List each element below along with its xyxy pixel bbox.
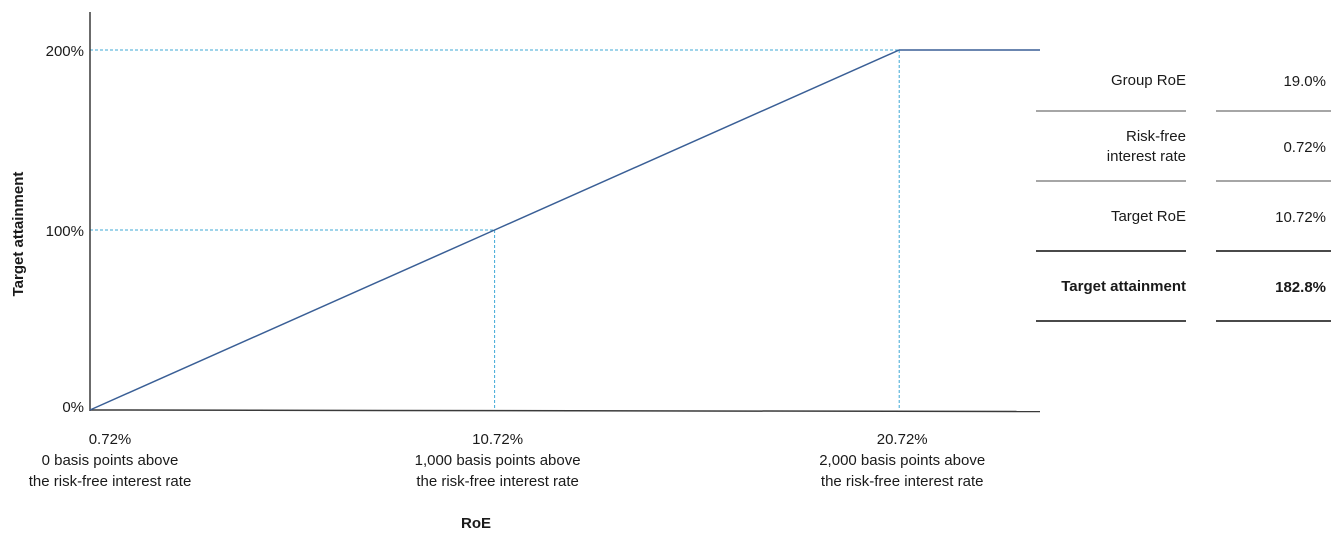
divider	[1036, 250, 1186, 252]
summary-row-target-attainment: Target attainment 182.8%	[1036, 252, 1331, 322]
y-tick-label: 200%	[46, 43, 84, 60]
summary-label: Target RoE	[1110, 208, 1186, 225]
x-tick-label-line: 20.72%	[877, 431, 928, 448]
y-tick-label: 100%	[46, 223, 84, 240]
x-tick-label-line: the risk-free interest rate	[29, 473, 192, 490]
x-axis-line	[89, 409, 1040, 413]
summary-value: 19.0%	[1283, 72, 1326, 90]
summary-label: Risk-free interest rate	[1106, 128, 1186, 165]
summary-label: Group RoE	[1110, 72, 1186, 89]
summary-row-target-roe: Target RoE 10.72%	[1036, 182, 1331, 252]
divider	[1216, 110, 1331, 112]
summary-row-risk-free-rate: Risk-free interest rate 0.72%	[1036, 112, 1331, 182]
summary-value: 182.8%	[1275, 278, 1326, 296]
x-tick-label-line: 2,000 basis points above	[819, 452, 985, 469]
x-tick-label-line: the risk-free interest rate	[821, 473, 984, 490]
y-axis-title: Target attainment	[10, 172, 27, 297]
summary-label: Target attainment	[1061, 278, 1186, 295]
y-tick-label: 0%	[62, 399, 84, 416]
divider	[1216, 180, 1331, 182]
summary-value: 0.72%	[1283, 138, 1326, 156]
x-tick-label-line: 1,000 basis points above	[415, 452, 581, 469]
divider	[1036, 180, 1186, 182]
x-tick-label: 10.72% 1,000 basis points above the risk-f…	[415, 431, 581, 490]
summary-row-group-roe: Group RoE 19.0%	[1036, 50, 1331, 112]
divider	[1216, 320, 1331, 322]
x-tick-label: 0.72% 0 basis points above the risk-free i…	[29, 431, 192, 490]
x-tick-label-line: the risk-free interest rate	[416, 473, 579, 490]
divider	[1036, 320, 1186, 322]
x-tick-label-line: 0.72%	[89, 431, 132, 448]
x-axis-title: RoE	[461, 515, 491, 532]
divider	[1216, 250, 1331, 252]
summary-value: 10.72%	[1275, 208, 1326, 226]
roe-summary-table: Group RoE 19.0% Risk-free interest rate …	[1036, 50, 1331, 322]
series-line-0	[89, 49, 1040, 411]
target-attainment-chart: 0% 100% 200% 0.72% 0 basis points above the r…	[10, 12, 1040, 532]
x-tick-label-line: 0 basis points above	[42, 452, 179, 469]
x-tick-label: 20.72% 2,000 basis points above the risk-f…	[819, 431, 985, 490]
divider	[1036, 110, 1186, 112]
x-tick-label-line: 10.72%	[472, 431, 523, 448]
